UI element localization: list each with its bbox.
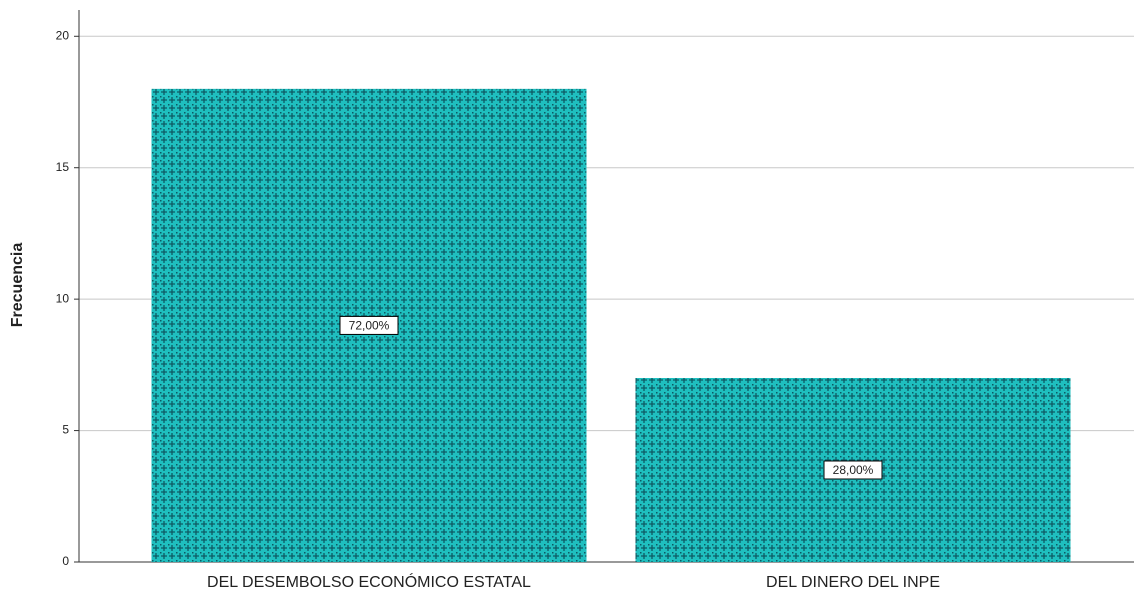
y-tick-label: 0 bbox=[62, 554, 69, 568]
data-label-box bbox=[823, 460, 883, 480]
y-tick-label: 20 bbox=[56, 28, 70, 42]
y-axis-label: Frecuencia bbox=[9, 243, 26, 328]
data-label-box bbox=[339, 315, 399, 335]
x-tick-label: DEL DESEMBOLSO ECONÓMICO ESTATAL bbox=[207, 572, 531, 591]
y-tick-label: 5 bbox=[62, 423, 69, 437]
y-tick-label: 10 bbox=[56, 291, 70, 305]
x-tick-label: DEL DINERO DEL INPE bbox=[766, 574, 940, 591]
y-tick-label: 15 bbox=[56, 160, 70, 174]
data-label: 28,00% bbox=[833, 463, 874, 477]
data-label: 72,00% bbox=[349, 319, 390, 333]
